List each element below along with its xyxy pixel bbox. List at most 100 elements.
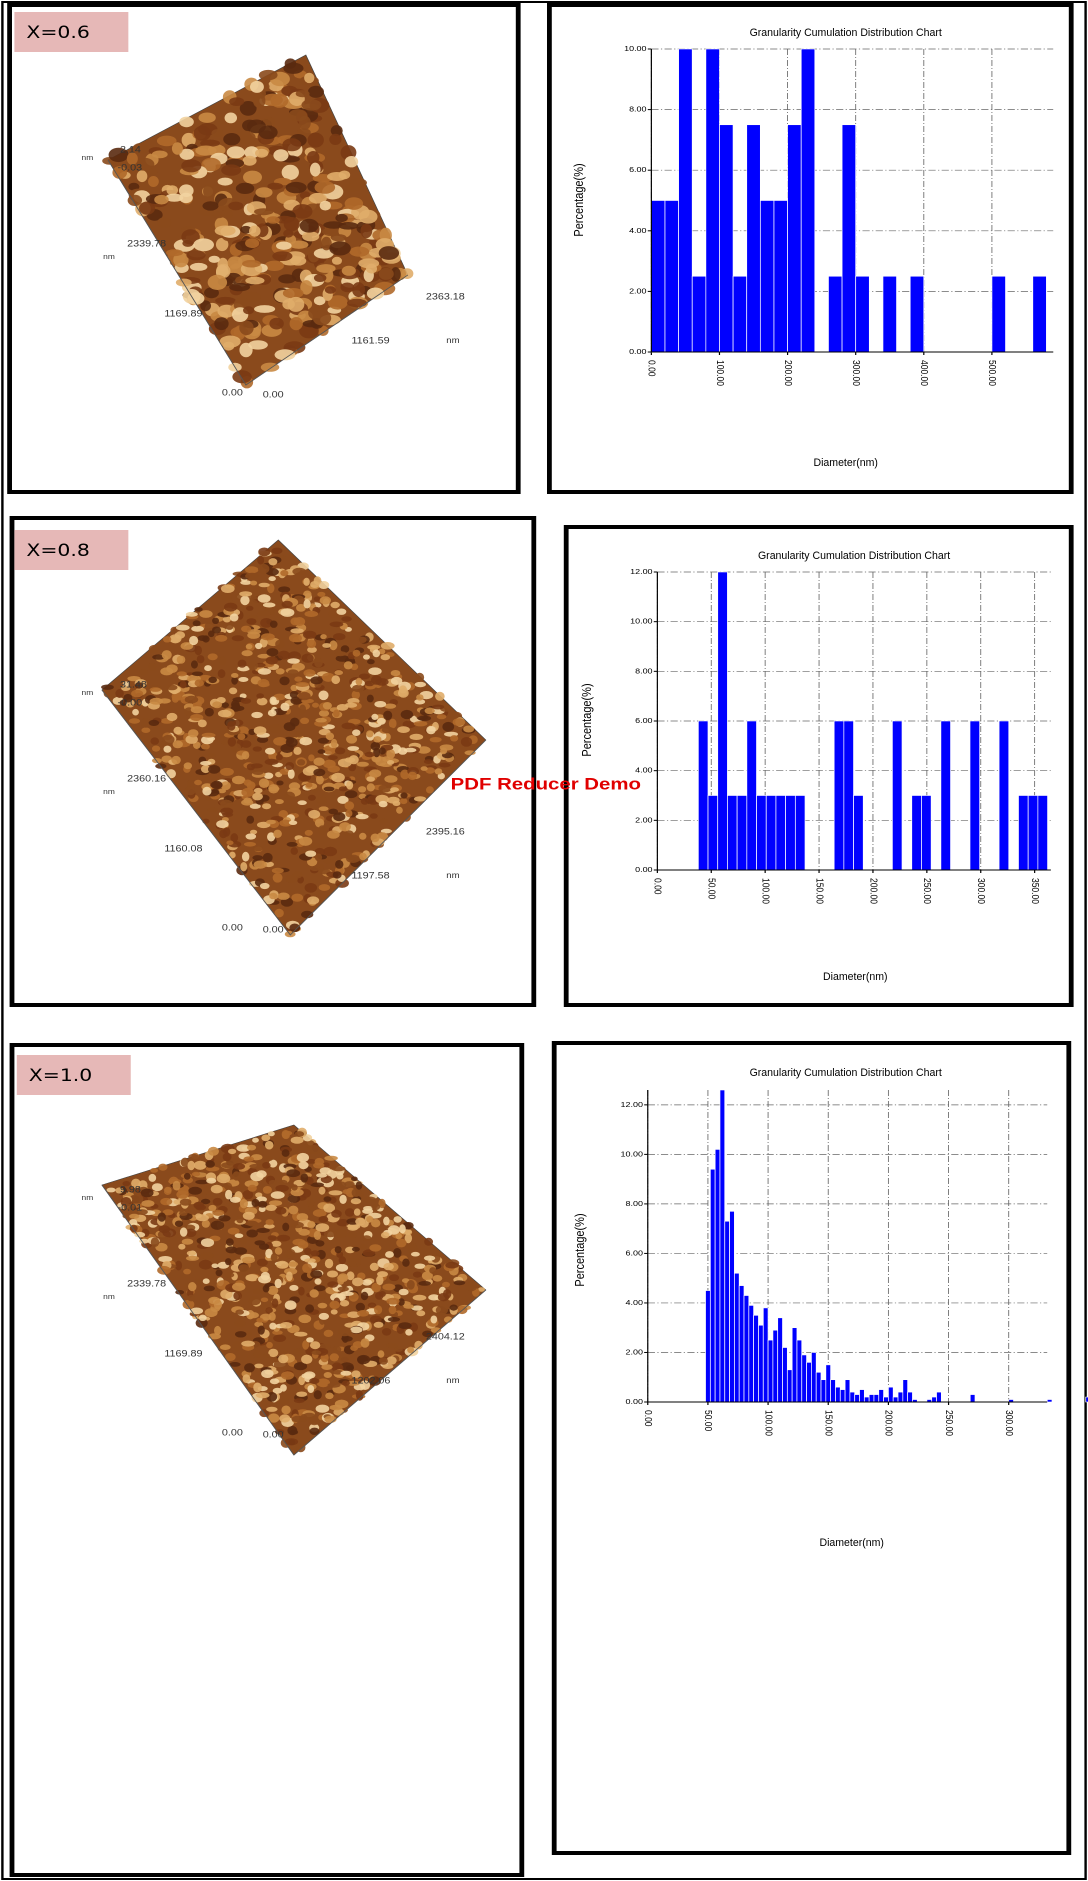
afm-grain xyxy=(297,800,307,805)
afm-grain xyxy=(160,1197,173,1206)
afm-grain xyxy=(240,862,248,872)
afm-grain xyxy=(429,1267,437,1274)
afm-grain xyxy=(324,1258,334,1269)
afm-grain xyxy=(340,1370,352,1376)
afm-grain xyxy=(400,709,414,720)
afm-grain xyxy=(279,768,291,775)
afm-grain xyxy=(420,766,428,771)
afm-grain xyxy=(298,1228,310,1236)
bar xyxy=(849,1391,856,1403)
bar xyxy=(678,48,693,353)
x-tick-label: 300.00 xyxy=(976,878,987,904)
afm-grain xyxy=(148,644,160,654)
afm-grain xyxy=(400,792,408,799)
afm-grain xyxy=(335,860,344,869)
afm-grain xyxy=(372,649,381,658)
afm-grain xyxy=(112,166,128,179)
afm-grain xyxy=(193,125,211,141)
afm-grain xyxy=(402,1258,410,1267)
bar xyxy=(936,1391,942,1403)
afm-grain xyxy=(252,769,264,776)
afm-grain xyxy=(245,833,257,840)
x-tick-label: 100.00 xyxy=(763,1410,774,1436)
afm-grain xyxy=(255,642,263,650)
afm-grain xyxy=(267,1285,279,1295)
afm-grain xyxy=(374,701,387,708)
afm-grain xyxy=(281,1393,291,1400)
afm-grain xyxy=(199,610,213,618)
afm-axis-label: 1161.59 xyxy=(351,336,390,346)
afm-grain xyxy=(398,1298,405,1306)
afm-grain xyxy=(272,873,283,883)
afm-grain xyxy=(264,758,279,766)
x-axis-label: Diameter(nm) xyxy=(823,971,887,983)
afm-grain xyxy=(261,1134,271,1142)
afm-grain xyxy=(331,772,345,783)
afm-grain xyxy=(325,1392,334,1400)
afm-grain xyxy=(388,1305,397,1315)
afm-grain xyxy=(200,761,212,766)
afm-grain xyxy=(275,668,285,675)
afm-grain xyxy=(369,813,378,819)
panel-label-box xyxy=(14,12,129,52)
afm-grain xyxy=(257,1200,268,1208)
bar xyxy=(868,1394,875,1403)
afm-grain xyxy=(201,732,216,738)
afm-grain xyxy=(229,97,245,106)
afm-grain xyxy=(304,829,313,836)
y-tick-label: 2.00 xyxy=(635,816,653,824)
afm-grain xyxy=(310,1270,323,1279)
afm-grain xyxy=(287,1194,301,1203)
afm-grain xyxy=(247,1184,257,1192)
afm-grain xyxy=(313,1162,325,1169)
afm-grain xyxy=(211,626,222,634)
afm-grain xyxy=(148,1173,157,1182)
afm-grain xyxy=(208,1204,217,1212)
afm-grain xyxy=(185,611,198,617)
afm-grain xyxy=(314,1278,322,1285)
afm-grain xyxy=(272,1387,283,1394)
afm-grain xyxy=(341,616,352,622)
afm-grain xyxy=(195,1179,210,1185)
afm-grain xyxy=(140,718,152,728)
bar xyxy=(756,795,767,871)
afm-grain xyxy=(241,650,253,657)
afm-grain xyxy=(151,745,161,752)
afm-grain xyxy=(272,251,293,261)
afm-grain xyxy=(132,157,155,171)
panel-label: X=1.0 xyxy=(29,1066,92,1085)
afm-axis-label: 0.00 xyxy=(263,925,285,935)
afm-grain xyxy=(360,1291,369,1301)
afm-grain xyxy=(402,720,417,729)
afm-grain xyxy=(336,1219,350,1227)
bar xyxy=(969,720,981,871)
afm-grain xyxy=(249,803,261,809)
afm-grain xyxy=(233,1163,246,1170)
afm-grain xyxy=(414,1263,426,1269)
afm-grain xyxy=(234,1331,247,1338)
afm-grain xyxy=(329,133,342,145)
afm-axis-label: 1169.89 xyxy=(164,1349,203,1359)
afm-grain xyxy=(388,718,397,729)
afm-grain xyxy=(417,715,432,722)
afm-grain xyxy=(334,651,347,657)
afm-grain xyxy=(378,267,394,280)
afm-grain xyxy=(178,1211,188,1216)
afm-grain xyxy=(338,222,359,230)
afm-grain xyxy=(340,645,350,653)
afm-grain xyxy=(183,1268,192,1275)
afm-grain xyxy=(326,830,340,839)
afm-grain xyxy=(380,642,395,650)
bar xyxy=(998,720,1010,871)
afm-grain xyxy=(185,1255,200,1261)
afm-grain xyxy=(438,762,451,768)
bar xyxy=(736,795,748,871)
afm-grain xyxy=(200,1238,215,1247)
afm-grain xyxy=(367,644,381,650)
afm-grain xyxy=(234,1247,248,1255)
afm-grain xyxy=(383,1216,390,1226)
afm-grain xyxy=(285,181,307,194)
afm-grain xyxy=(200,743,210,750)
afm-grain xyxy=(296,1152,310,1163)
afm-grain xyxy=(414,1340,423,1350)
